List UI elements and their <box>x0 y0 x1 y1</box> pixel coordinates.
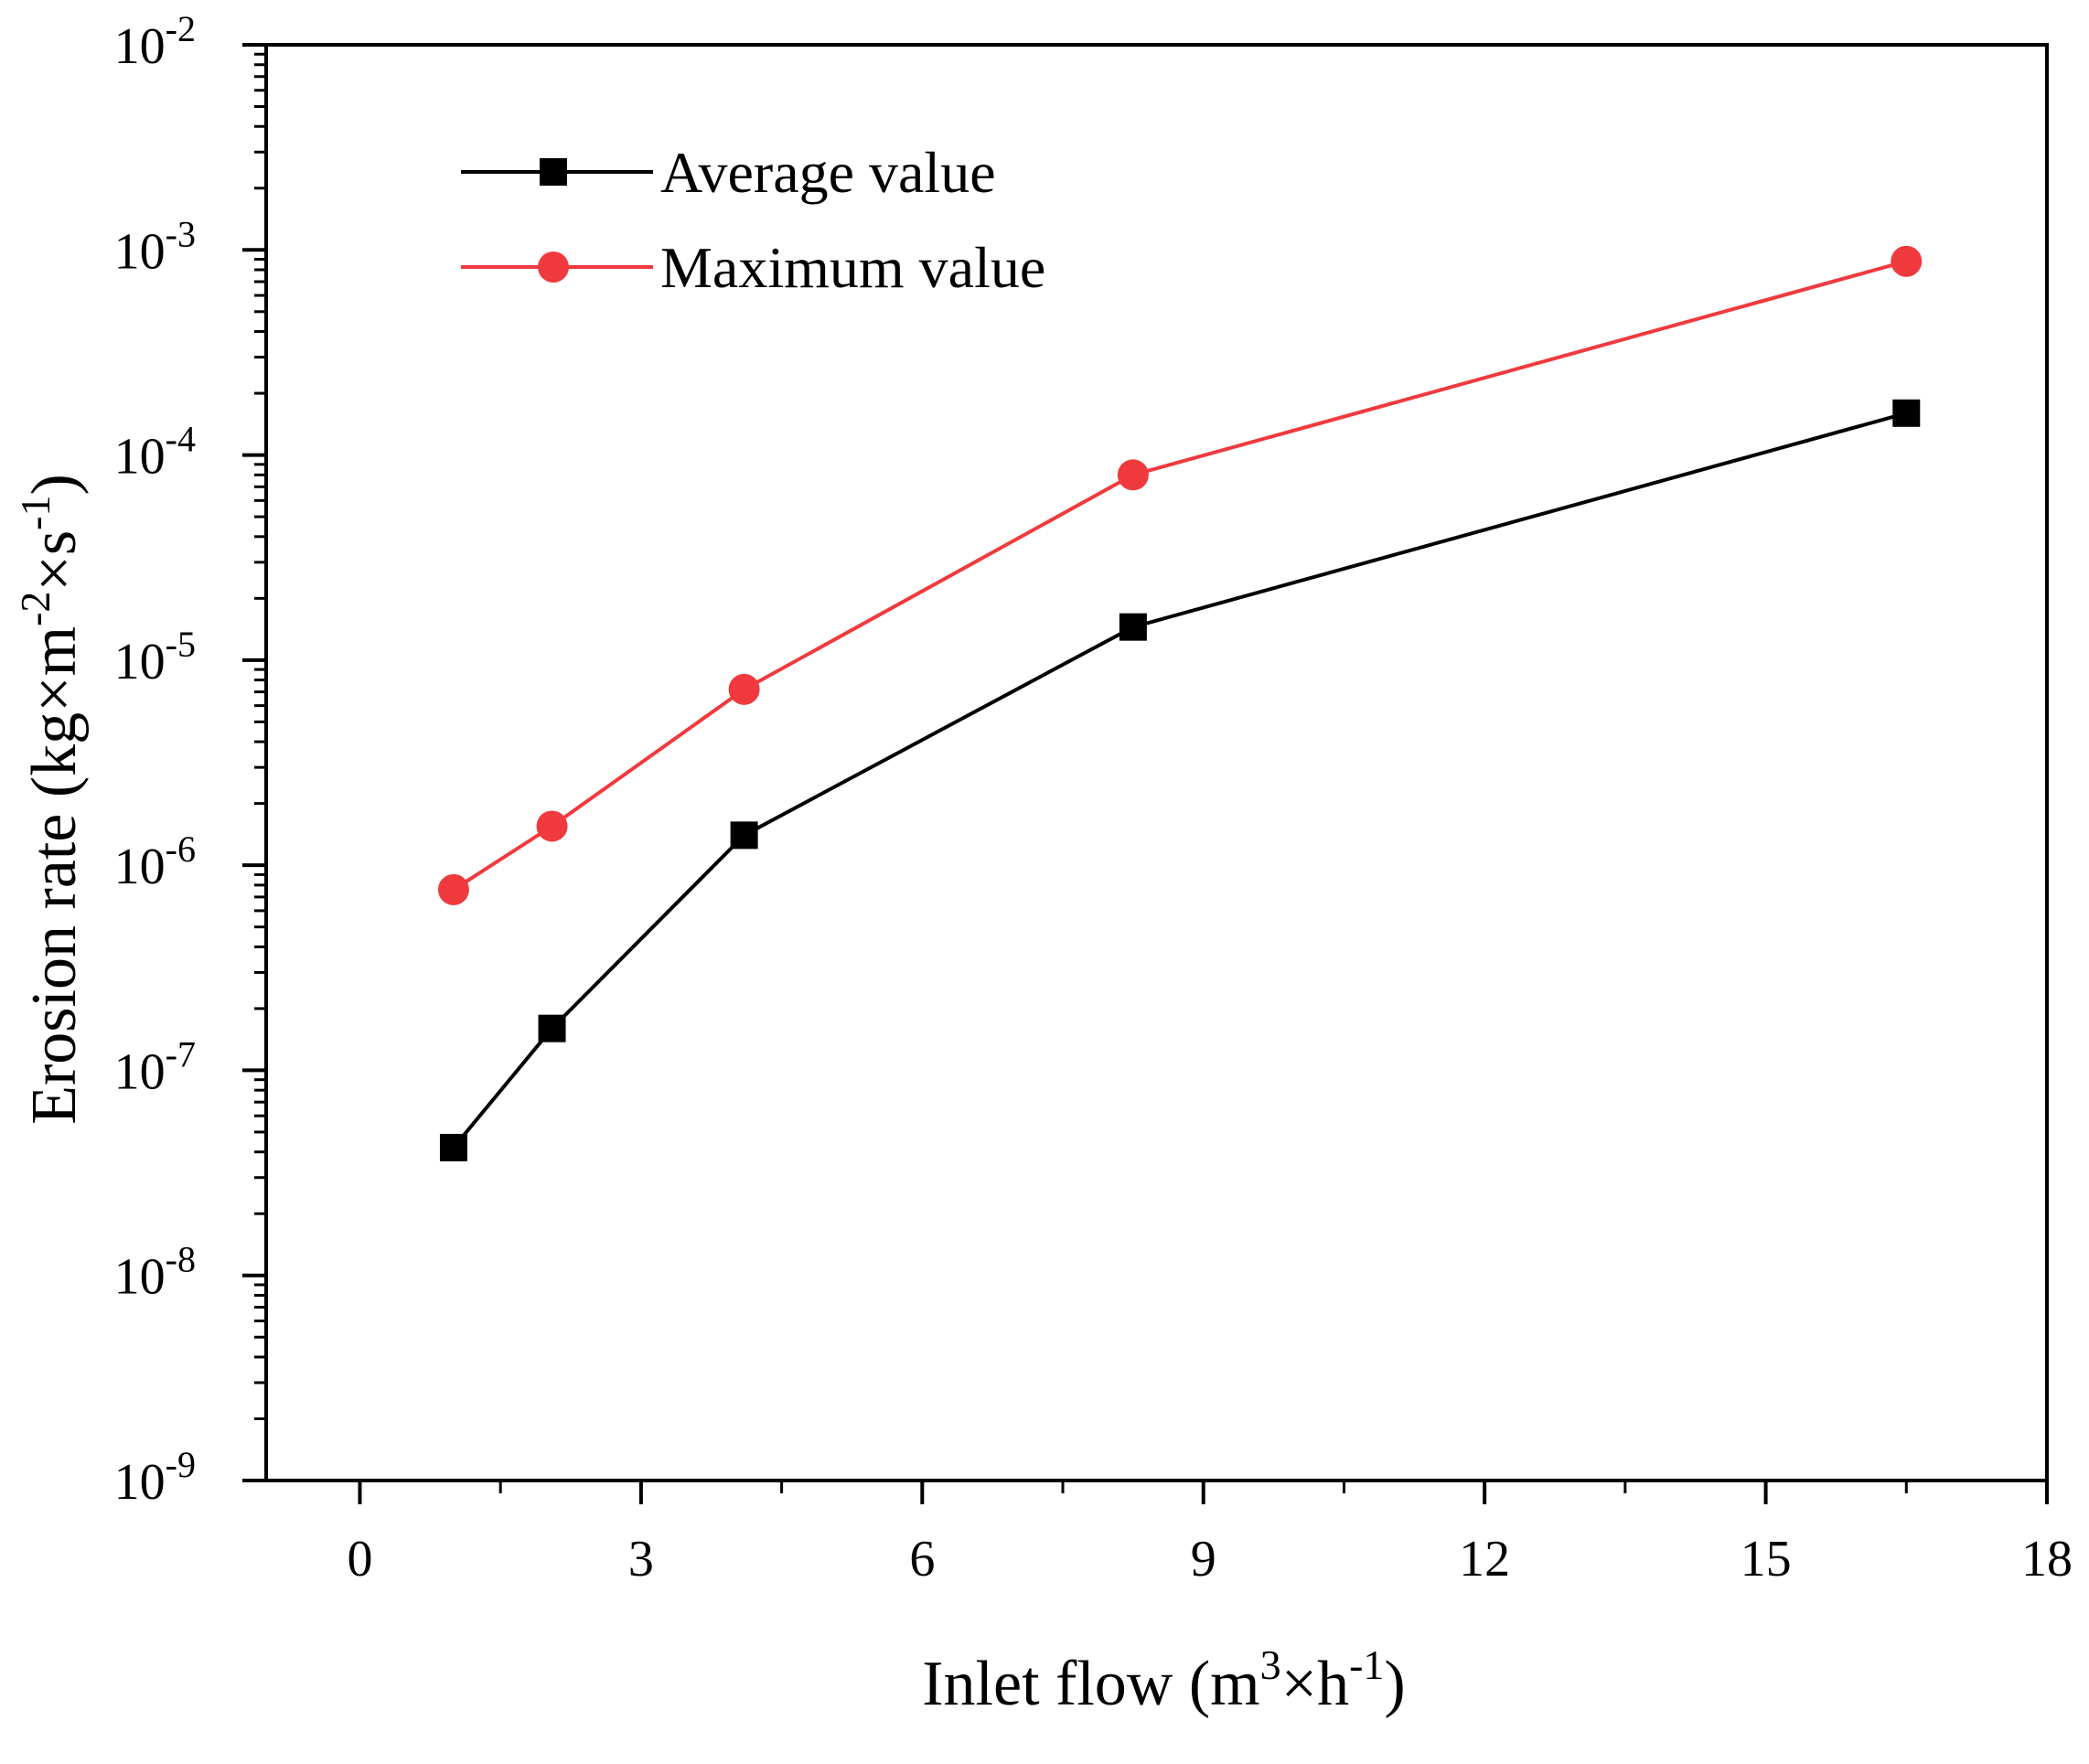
legend-label: Average value <box>660 140 996 205</box>
axes-frame <box>264 43 2049 1482</box>
y-tick-label: 10-4 <box>114 419 196 486</box>
y-tick-label: 10-3 <box>114 213 196 280</box>
legend-marker <box>540 158 567 186</box>
x-tick-label: 12 <box>1459 1531 1510 1588</box>
data-point <box>730 821 758 850</box>
x-tick-label: 9 <box>1191 1531 1216 1588</box>
series-markers <box>437 245 1923 1161</box>
y-tick-label: 10-9 <box>114 1444 196 1511</box>
y-axis-label: Erosion rate (kg×m-2×s-1) <box>12 474 90 1125</box>
legend: Average value Maximum value <box>461 140 1045 300</box>
x-tick-label: 3 <box>628 1531 654 1588</box>
x-axis-label: Inlet flow (m3×h-1) <box>922 1641 1405 1719</box>
data-point <box>1892 399 1921 427</box>
x-tick-label: 6 <box>909 1531 935 1588</box>
data-point <box>1119 613 1147 641</box>
series-line-2 <box>452 259 1907 892</box>
x-tick-label: 18 <box>2021 1531 2073 1588</box>
data-point <box>536 810 568 842</box>
x-tick-label: 0 <box>347 1531 372 1588</box>
y-tick-label: 10-7 <box>114 1033 196 1100</box>
series-lines <box>452 259 1907 1149</box>
ticks: 0 3 6 9 12 15 18 10-9 10-8 10-7 10-6 10-5 10-4 10-3 10… <box>114 8 2073 1588</box>
data-point <box>728 673 760 705</box>
series-line-1 <box>452 411 1907 1149</box>
y-tick-label: 10-2 <box>114 8 196 75</box>
y-tick-label: 10-5 <box>114 624 196 690</box>
data-point <box>1891 245 1923 277</box>
data-point <box>1117 459 1149 491</box>
data-point <box>439 1133 467 1161</box>
legend-marker <box>538 251 569 283</box>
data-point <box>538 1014 566 1042</box>
data-point <box>437 873 469 905</box>
y-tick-label: 10-6 <box>114 829 196 895</box>
x-tick-label: 15 <box>1741 1531 1792 1588</box>
legend-label: Maximum value <box>660 235 1045 300</box>
y-tick-label: 10-8 <box>114 1239 196 1306</box>
